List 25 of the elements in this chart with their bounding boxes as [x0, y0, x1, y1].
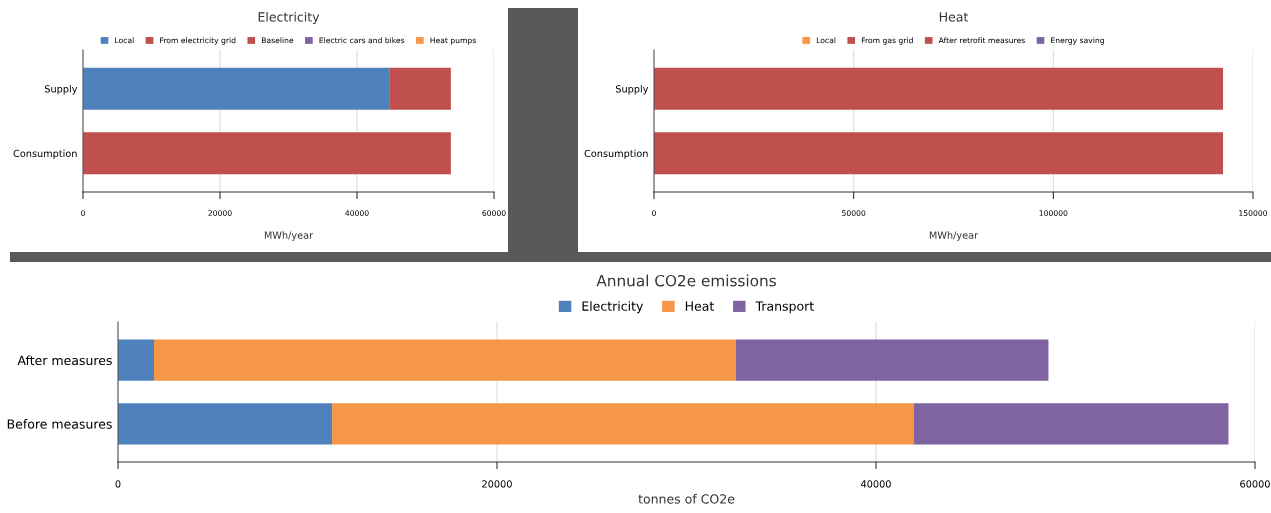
x-tick-label: 0: [115, 480, 121, 488]
y-tick-label: Before measures: [7, 419, 112, 429]
bar: [735, 339, 1049, 381]
y-tick-label: Consumption: [584, 149, 648, 159]
chart-title: Annual CO2e emissions: [596, 274, 776, 287]
x-tick-label: 20000: [482, 480, 512, 488]
y-tick-label: Consumption: [13, 149, 77, 159]
legend-label: Transport: [755, 301, 814, 314]
legend-label: Heat: [685, 301, 714, 311]
x-tick-label: 40000: [861, 480, 891, 488]
bar: [913, 403, 1229, 445]
chart-title: Heat: [939, 12, 969, 22]
legend-label: Electricity: [582, 301, 644, 314]
y-tick-label: After measures: [17, 355, 112, 366]
x-axis-title: MWh/year: [929, 231, 979, 241]
x-axis-title: tonnes of CO2e: [638, 493, 735, 504]
bar: [118, 339, 155, 381]
x-axis-title: MWh/year: [264, 231, 314, 241]
y-tick-label: Supply: [44, 85, 78, 95]
y-tick-label: Supply: [615, 85, 649, 95]
chart-title: Electricity: [258, 11, 320, 25]
bar: [118, 403, 333, 445]
bar: [154, 339, 736, 381]
x-tick-label: 60000: [1240, 480, 1270, 488]
bar: [332, 403, 914, 445]
